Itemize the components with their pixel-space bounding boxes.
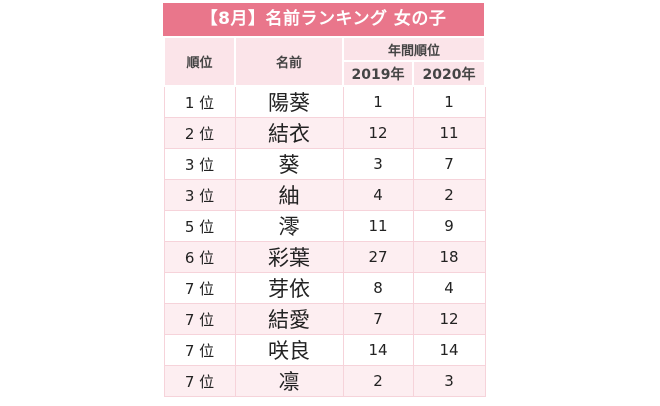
table-row: 7 位咲良 14 14 bbox=[163, 334, 486, 366]
rank-2019-cell: 7 bbox=[342, 303, 414, 335]
header-annual-rank: 年間順位 bbox=[341, 36, 487, 62]
rank-2020-cell: 9 bbox=[412, 210, 486, 242]
rank-2020-cell: 4 bbox=[412, 272, 486, 304]
name-cell: 芽依 bbox=[234, 272, 344, 304]
rank-2019-cell: 14 bbox=[342, 334, 414, 366]
rank-cell: 7 位 bbox=[163, 272, 236, 304]
rank-cell: 5 位 bbox=[163, 210, 236, 242]
table-row: 7 位芽依 8 4 bbox=[163, 272, 486, 304]
rank-2020-cell: 12 bbox=[412, 303, 486, 335]
table-row: 6 位彩葉 27 18 bbox=[163, 241, 486, 273]
rank-2020-cell: 14 bbox=[412, 334, 486, 366]
rank-cell: 3 位 bbox=[163, 179, 236, 211]
header-name: 名前 bbox=[234, 36, 344, 87]
rank-cell: 6 位 bbox=[163, 241, 236, 273]
rank-2019-cell: 12 bbox=[342, 117, 414, 149]
table-row: 1 位陽葵 1 1 bbox=[163, 85, 486, 118]
rank-cell: 3 位 bbox=[163, 148, 236, 180]
name-cell: 結衣 bbox=[234, 117, 344, 149]
header-2020: 2020年 bbox=[411, 60, 487, 87]
name-cell: 結愛 bbox=[234, 303, 344, 335]
name-cell: 葵 bbox=[234, 148, 344, 180]
table-row: 7 位結愛 7 12 bbox=[163, 303, 486, 335]
header-2019: 2019年 bbox=[342, 60, 414, 87]
rank-2020-cell: 2 bbox=[412, 179, 486, 211]
name-cell: 彩葉 bbox=[234, 241, 344, 273]
rank-2019-cell: 11 bbox=[342, 210, 414, 242]
rank-2020-cell: 18 bbox=[412, 241, 486, 273]
rank-cell: 7 位 bbox=[163, 303, 236, 335]
rank-2020-cell: 1 bbox=[412, 85, 486, 118]
name-cell: 陽葵 bbox=[234, 85, 344, 118]
name-cell: 紬 bbox=[234, 179, 344, 211]
name-cell: 咲良 bbox=[234, 334, 344, 366]
rank-cell: 1 位 bbox=[163, 85, 236, 118]
table-row: 2 位結衣 12 11 bbox=[163, 117, 486, 149]
ranking-table-container: 【8月】名前ランキング 女の子 順位 名前 年間順位 2019年 2020年 1… bbox=[163, 3, 487, 397]
rank-2019-cell: 8 bbox=[342, 272, 414, 304]
rank-2019-cell: 27 bbox=[342, 241, 414, 273]
rank-cell: 2 位 bbox=[163, 117, 236, 149]
rank-2019-cell: 3 bbox=[342, 148, 414, 180]
ranking-table: 順位 名前 年間順位 2019年 2020年 1 位陽葵 1 1 2 位結衣 12 11 3… bbox=[163, 36, 487, 397]
rank-2020-cell: 7 bbox=[412, 148, 486, 180]
rank-2020-cell: 11 bbox=[412, 117, 486, 149]
name-cell: 澪 bbox=[234, 210, 344, 242]
name-cell: 凛 bbox=[234, 365, 344, 397]
rank-2020-cell: 3 bbox=[412, 365, 486, 397]
table-row: 5 位澪 11 9 bbox=[163, 210, 486, 242]
table-title: 【8月】名前ランキング 女の子 bbox=[163, 3, 484, 36]
rank-cell: 7 位 bbox=[163, 365, 236, 397]
rank-2019-cell: 4 bbox=[342, 179, 414, 211]
rank-2019-cell: 1 bbox=[342, 85, 414, 118]
rank-cell: 7 位 bbox=[163, 334, 236, 366]
rank-2019-cell: 2 bbox=[342, 365, 414, 397]
header-rank: 順位 bbox=[163, 36, 236, 87]
